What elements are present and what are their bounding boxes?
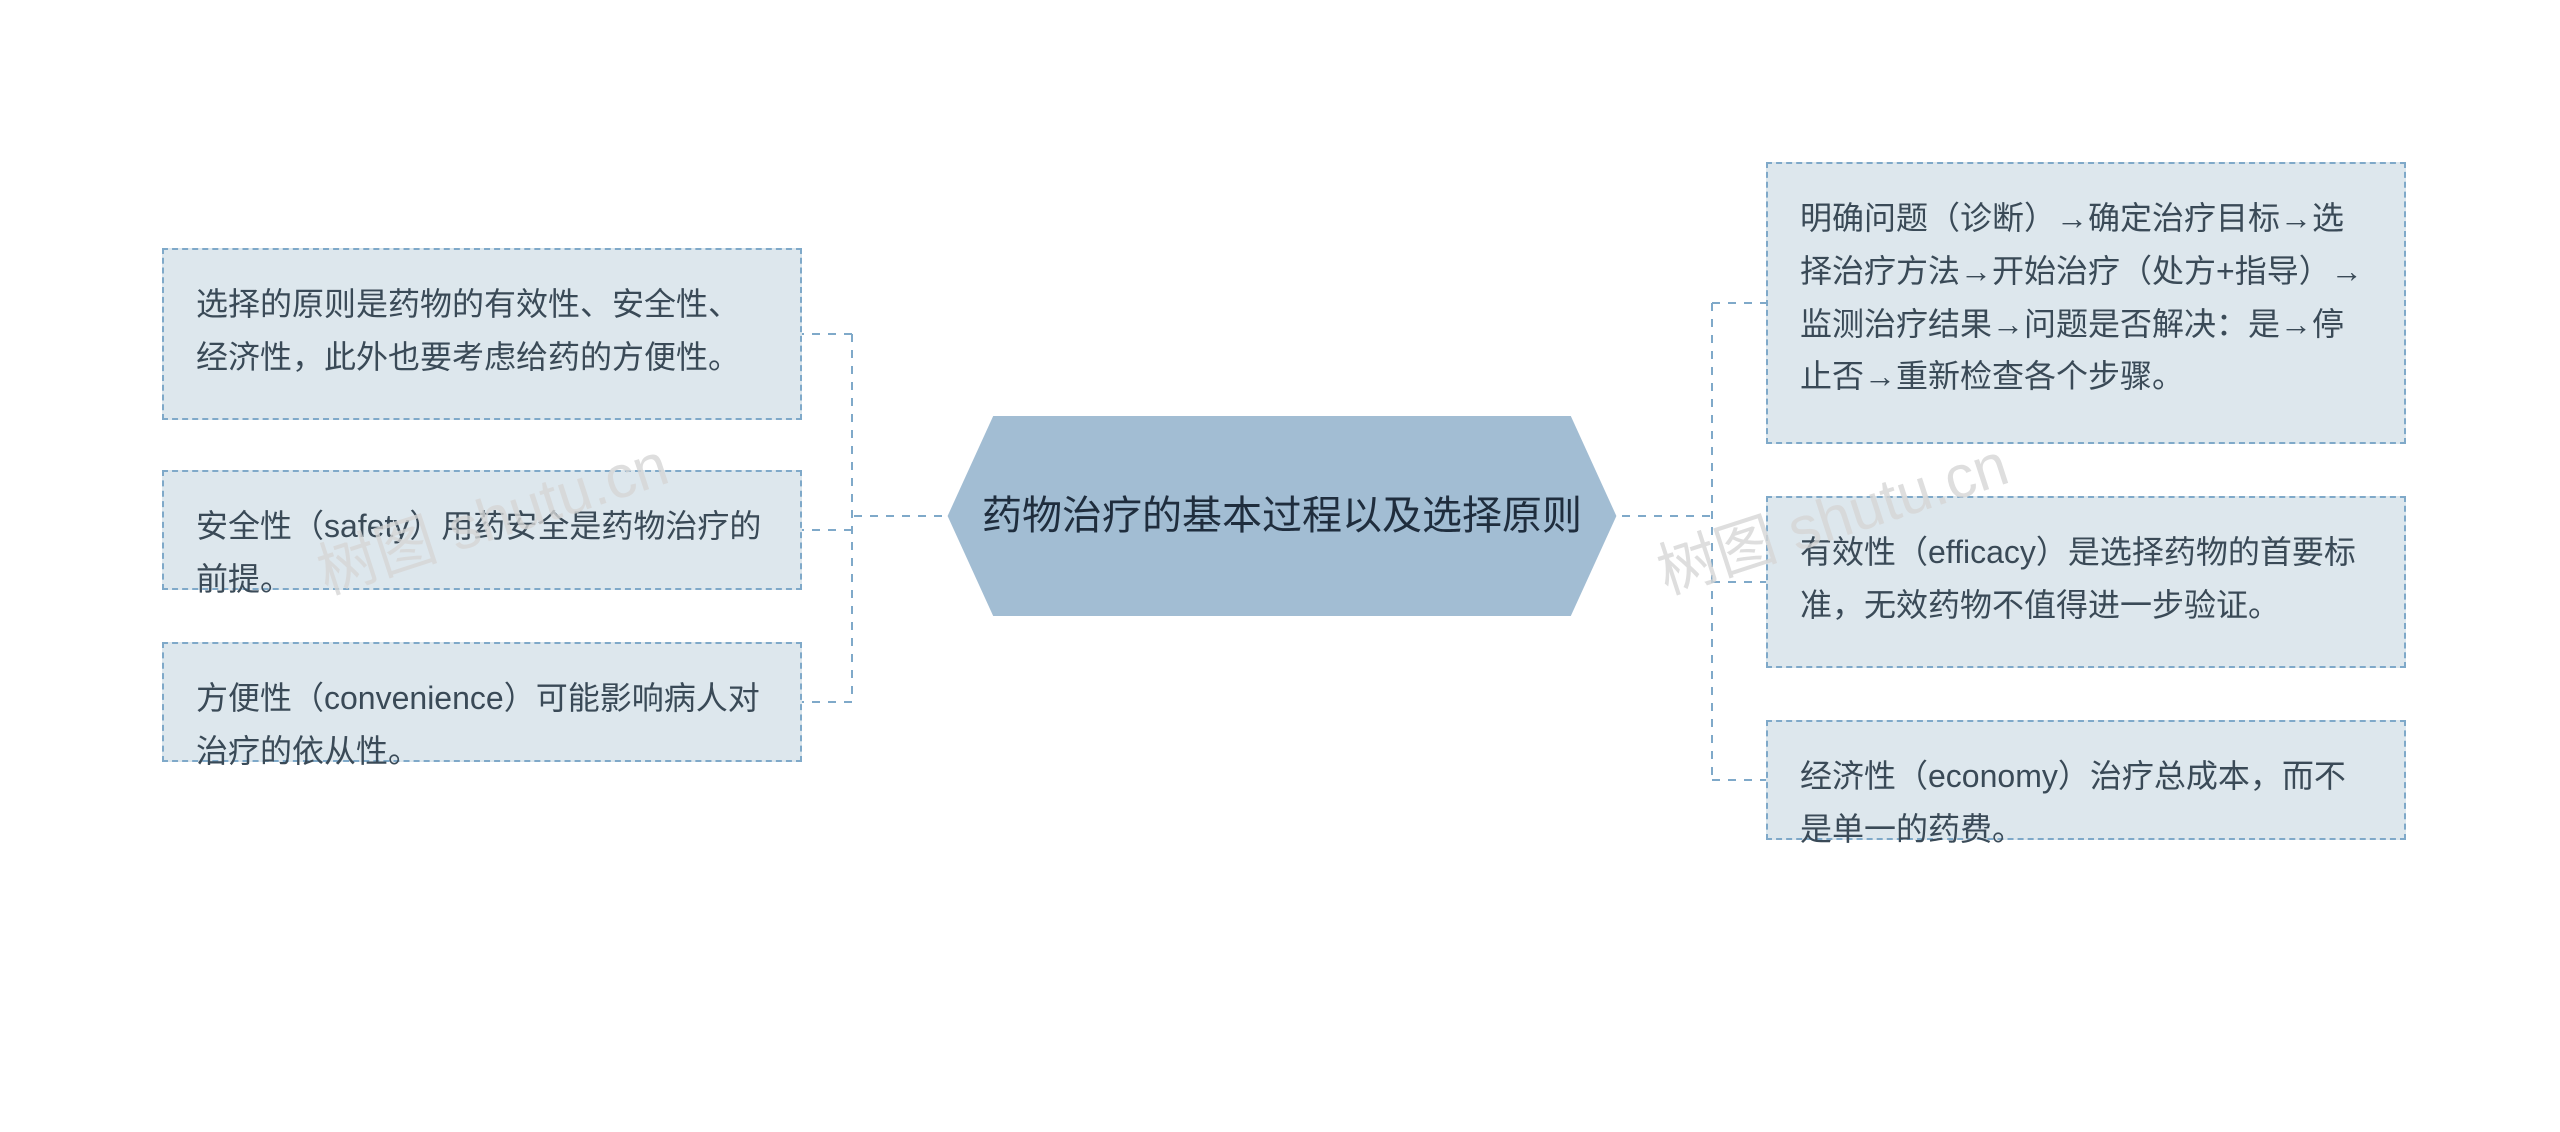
left-branch-1: 安全性（safety）用药安全是药物治疗的前提。 (162, 470, 802, 590)
left-branch-0: 选择的原则是药物的有效性、安全性、经济性，此外也要考虑给药的方便性。 (162, 248, 802, 420)
left-branch-2-text: 方便性（convenience）可能影响病人对治疗的依从性。 (196, 672, 768, 778)
center-topic-text: 药物治疗的基本过程以及选择原则 (902, 485, 1662, 547)
right-branch-1-text: 有效性（efficacy）是选择药物的首要标准，无效药物不值得进一步验证。 (1800, 526, 2372, 632)
center-topic: 药物治疗的基本过程以及选择原则 (902, 416, 1662, 616)
left-branch-2: 方便性（convenience）可能影响病人对治疗的依从性。 (162, 642, 802, 762)
right-branch-2: 经济性（economy）治疗总成本，而不是单一的药费。 (1766, 720, 2406, 840)
right-branch-2-text: 经济性（economy）治疗总成本，而不是单一的药费。 (1800, 750, 2372, 856)
right-branch-0-text: 明确问题（诊断）→确定治疗目标→选择治疗方法→开始治疗（处方+指导）→监测治疗结… (1800, 192, 2372, 403)
right-branch-0: 明确问题（诊断）→确定治疗目标→选择治疗方法→开始治疗（处方+指导）→监测治疗结… (1766, 162, 2406, 444)
left-branch-1-text: 安全性（safety）用药安全是药物治疗的前提。 (196, 500, 768, 606)
mindmap-canvas: 药物治疗的基本过程以及选择原则 选择的原则是药物的有效性、安全性、经济性，此外也… (0, 0, 2560, 1132)
left-branch-0-text: 选择的原则是药物的有效性、安全性、经济性，此外也要考虑给药的方便性。 (196, 278, 768, 384)
right-branch-1: 有效性（efficacy）是选择药物的首要标准，无效药物不值得进一步验证。 (1766, 496, 2406, 668)
